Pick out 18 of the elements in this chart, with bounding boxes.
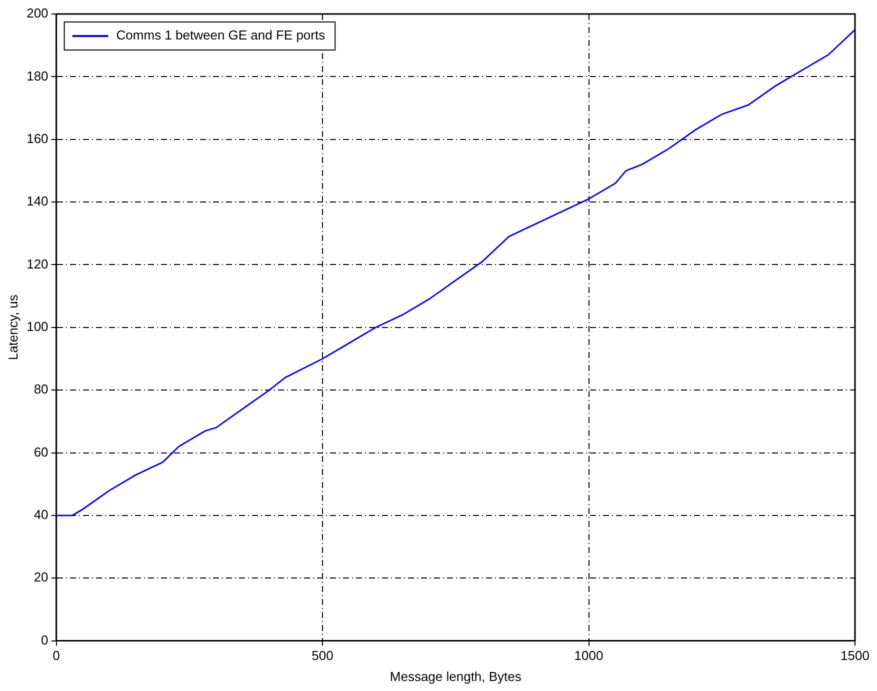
y-tick-label: 60	[34, 444, 48, 460]
y-tick-label: 100	[26, 318, 48, 334]
x-tick-label: 1000	[574, 648, 604, 664]
y-tick-label: 120	[26, 256, 48, 272]
y-tick-label: 160	[26, 130, 48, 146]
y-tick-label: 180	[26, 68, 48, 84]
y-tick-label: 40	[34, 507, 48, 522]
x-tick-label: 0	[52, 648, 60, 664]
y-tick-label: 80	[34, 382, 48, 397]
x-axis-title: Message length, Bytes	[390, 668, 522, 684]
y-tick-label: 20	[34, 570, 48, 585]
y-tick-label: 0	[41, 632, 48, 648]
y-tick-label: 200	[26, 6, 48, 21]
x-tick-label: 500	[312, 648, 334, 664]
y-axis-title: Latency, us	[5, 294, 20, 360]
y-tick-label: 140	[26, 194, 48, 209]
legend-label: Comms 1 between GE and FE ports	[116, 28, 326, 43]
x-tick-label: 1500	[840, 648, 870, 664]
